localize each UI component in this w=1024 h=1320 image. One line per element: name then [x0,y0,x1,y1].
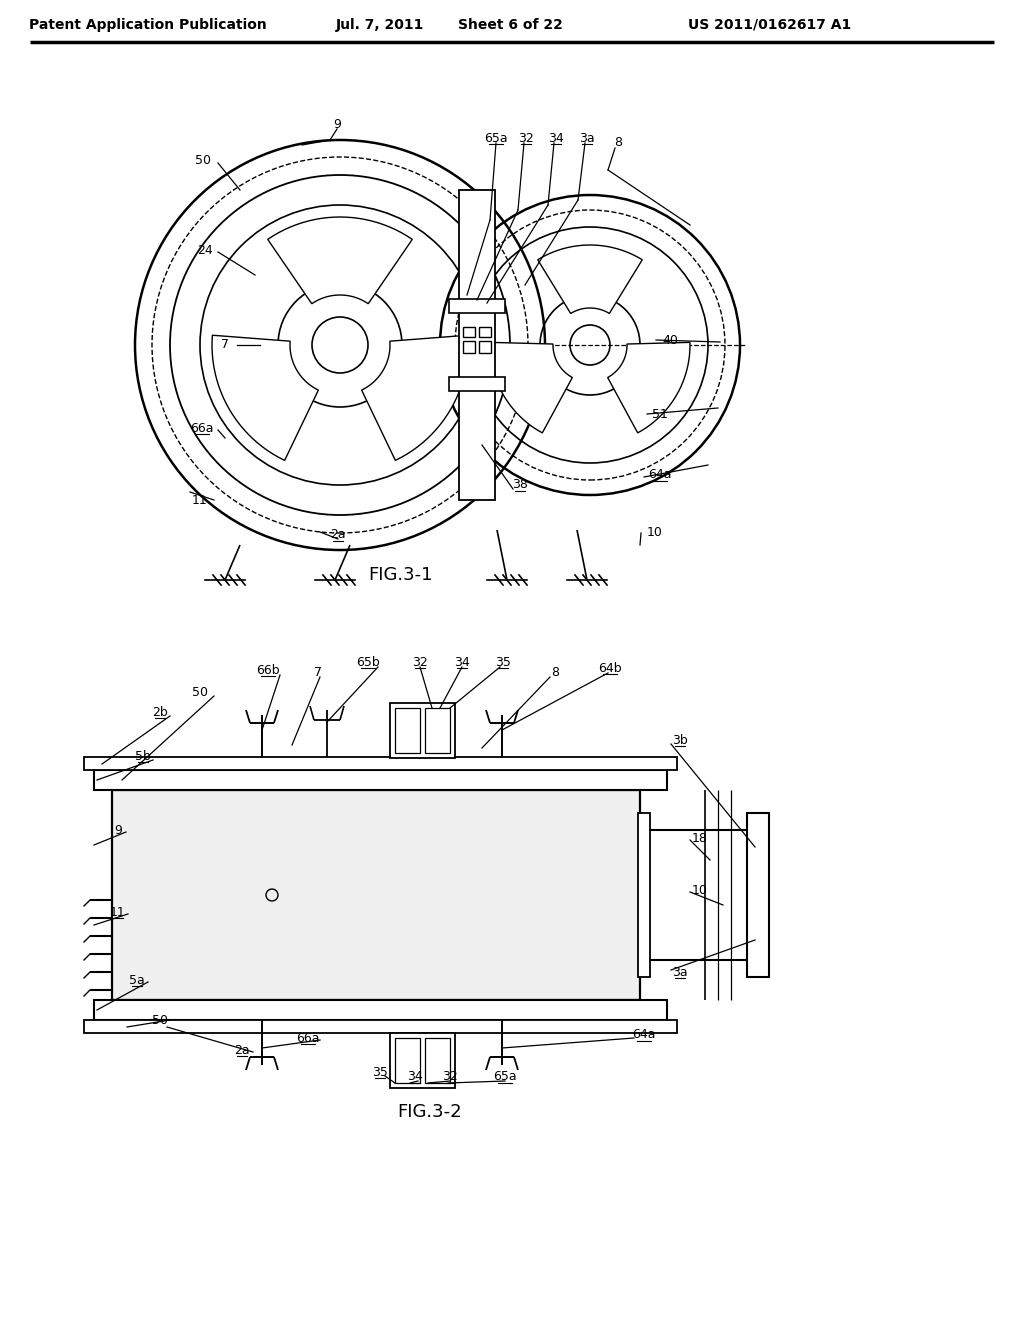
Text: 5a: 5a [129,974,144,986]
Polygon shape [267,216,413,304]
Bar [395,1038,420,1082]
Text: 11: 11 [111,906,126,919]
Text: 11: 11 [193,494,208,507]
Text: 65a: 65a [494,1071,517,1084]
Text: 3a: 3a [580,132,595,144]
Bar [94,1001,667,1020]
Text: 9: 9 [114,824,122,837]
Bar [449,300,505,313]
Text: 8: 8 [551,665,559,678]
Bar [463,327,475,337]
Text: 10: 10 [647,525,663,539]
Polygon shape [361,335,468,461]
Bar [463,341,475,352]
Polygon shape [490,342,572,433]
Bar [479,327,490,337]
Text: 2a: 2a [234,1044,250,1056]
Bar [645,830,750,960]
Text: 5b: 5b [135,750,151,763]
Text: Sheet 6 of 22: Sheet 6 of 22 [458,18,562,32]
Text: 50: 50 [152,1014,168,1027]
Text: Jul. 7, 2011: Jul. 7, 2011 [336,18,424,32]
Text: 34: 34 [454,656,470,668]
Text: 35: 35 [372,1065,388,1078]
Text: 9: 9 [333,119,341,132]
Text: 32: 32 [412,656,428,668]
Bar [94,770,667,789]
Text: FIG.3-2: FIG.3-2 [397,1104,462,1121]
Text: 18: 18 [692,832,708,845]
Bar [459,190,495,500]
Text: 10: 10 [692,883,708,896]
Text: 38: 38 [512,479,528,491]
Text: US 2011/0162617 A1: US 2011/0162617 A1 [688,18,852,32]
Text: 7: 7 [221,338,229,351]
Text: 50: 50 [193,685,208,698]
Bar [425,708,450,752]
Text: 32: 32 [518,132,534,144]
Text: 2a: 2a [330,528,346,541]
Text: 32: 32 [442,1071,458,1084]
Text: Patent Application Publication: Patent Application Publication [29,18,267,32]
Text: 51: 51 [652,408,668,421]
Bar [638,813,650,977]
Bar [479,341,490,352]
Text: 64b: 64b [598,661,622,675]
Polygon shape [212,335,318,461]
Text: 50: 50 [195,153,211,166]
Bar [746,813,769,977]
Text: FIG.3-1: FIG.3-1 [368,566,432,583]
Bar [84,756,677,770]
Bar [112,789,640,1001]
Bar [449,378,505,391]
Text: 34: 34 [548,132,564,144]
Polygon shape [538,246,642,313]
Text: 66a: 66a [190,421,214,434]
Text: 8: 8 [614,136,622,149]
Text: 40: 40 [663,334,678,346]
Text: 3b: 3b [672,734,688,747]
Text: 3a: 3a [672,965,688,978]
Text: 35: 35 [495,656,511,668]
Bar [84,1020,677,1034]
Bar [425,1038,450,1082]
Text: 34: 34 [408,1071,423,1084]
Bar [390,704,455,758]
Bar [395,708,420,752]
Text: 66a: 66a [296,1031,319,1044]
Text: 2b: 2b [153,705,168,718]
Text: 65a: 65a [484,132,508,144]
Text: 7: 7 [314,665,322,678]
Polygon shape [607,342,690,433]
Text: 64a: 64a [632,1028,655,1041]
Text: 64a: 64a [648,469,672,482]
Text: 65b: 65b [356,656,380,668]
Text: 24: 24 [198,243,213,256]
Bar [390,1034,455,1088]
Text: 66b: 66b [256,664,280,676]
